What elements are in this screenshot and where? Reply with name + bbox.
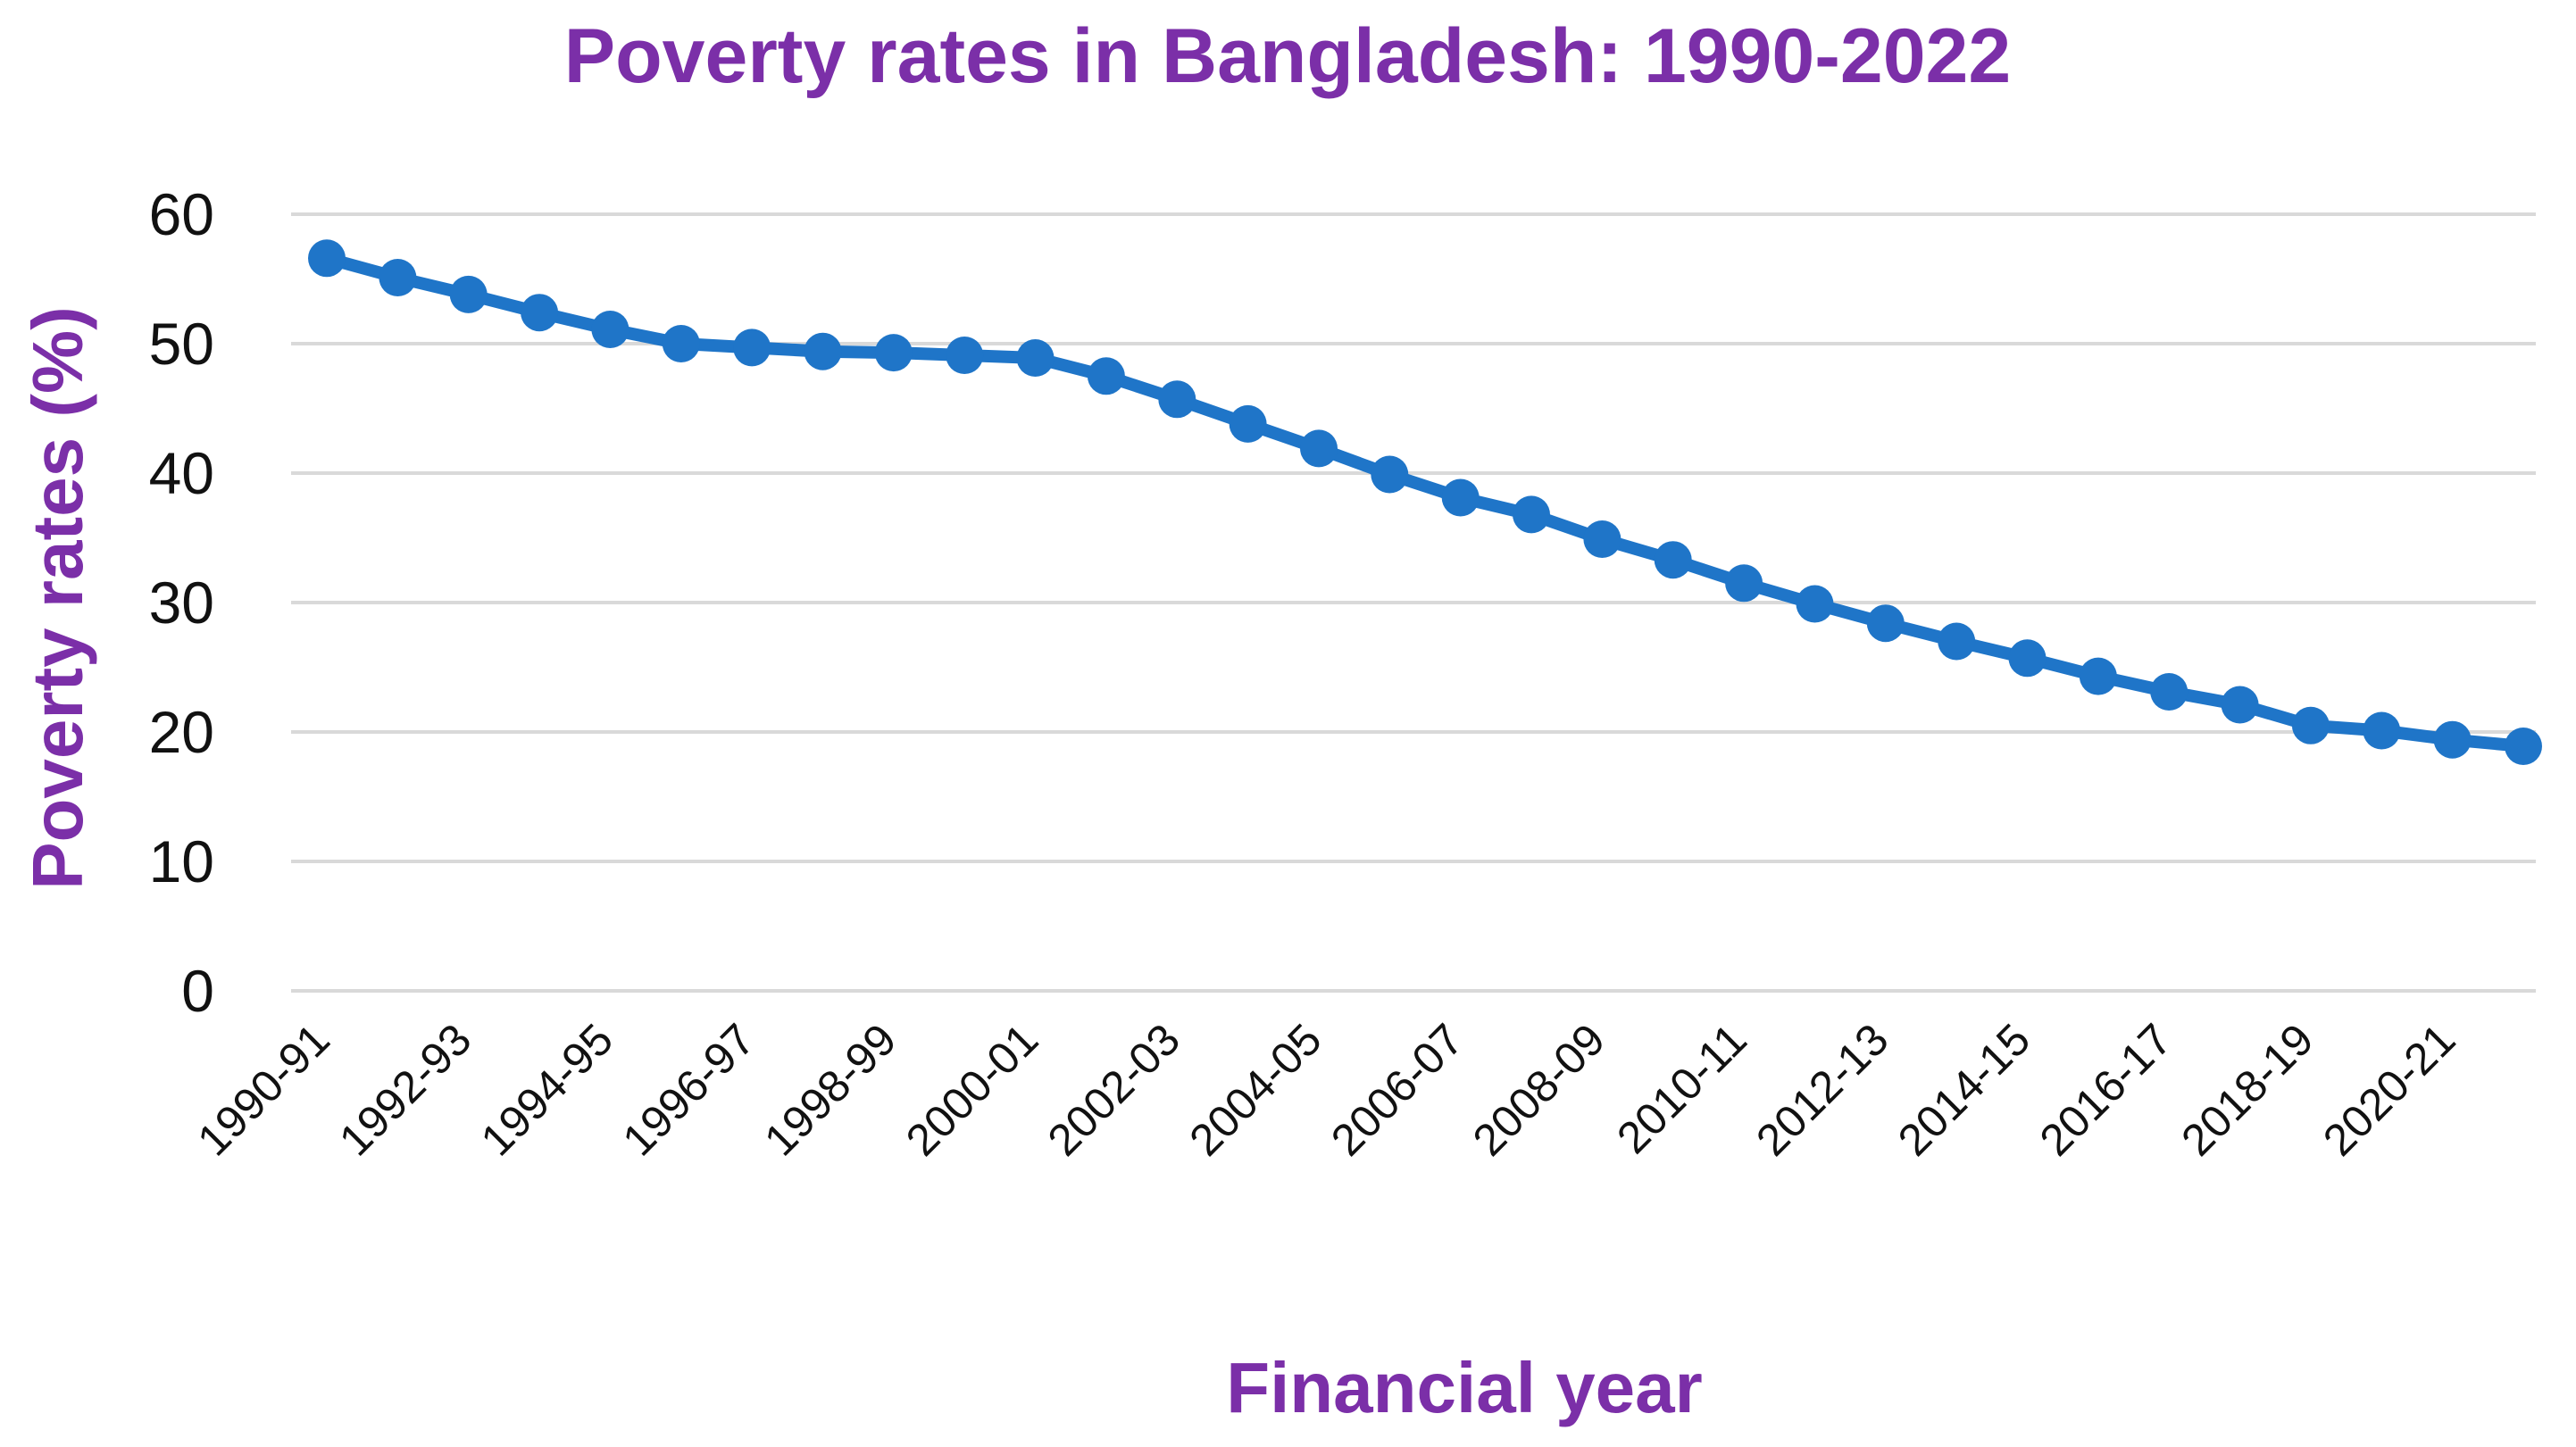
data-point-1998-99: [874, 334, 913, 372]
x-tick-label: 1998-99: [754, 1014, 905, 1165]
data-point-2011-12: [1796, 585, 1834, 623]
data-point-2007-08: [1513, 495, 1550, 534]
data-point-2009-10: [1654, 541, 1692, 579]
y-axis-title: Poverty rates (%): [18, 306, 97, 890]
data-point-1996-97: [733, 328, 771, 367]
data-point-2021-22: [2505, 728, 2542, 765]
x-tick-label: 2000-01: [896, 1014, 1047, 1165]
data-point-1997-98: [804, 332, 842, 370]
x-tick-label: 2012-13: [1747, 1014, 1897, 1165]
y-tick-label: 10: [149, 828, 214, 894]
x-tick-label: 1990-91: [188, 1014, 338, 1165]
data-point-1990-91: [308, 239, 346, 278]
x-tick-label: 1992-93: [329, 1014, 480, 1165]
data-point-1994-95: [591, 311, 629, 348]
x-tick-label: 2006-07: [1321, 1014, 1472, 1165]
x-tick-label: 2004-05: [1180, 1014, 1330, 1165]
y-tick-label: 30: [149, 570, 214, 636]
y-tick-label: 40: [149, 440, 214, 506]
data-point-2019-20: [2363, 711, 2401, 750]
data-point-2001-02: [1087, 357, 1125, 395]
data-point-1999-00: [946, 337, 984, 374]
y-tick-label: 50: [149, 311, 214, 377]
data-point-2002-03: [1158, 380, 1196, 419]
y-axis-tick-labels: 0 10 20 30 40 50 60: [149, 181, 214, 1024]
data-point-1992-93: [449, 275, 488, 313]
data-point-2012-13: [1866, 604, 1905, 643]
data-point-2005-06: [1371, 455, 1409, 494]
x-tick-label: 1996-97: [613, 1014, 764, 1165]
x-tick-label: 2020-21: [2313, 1014, 2464, 1165]
x-axis-title: Financial year: [1226, 1348, 1703, 1427]
data-point-2017-18: [2221, 686, 2259, 724]
series-poverty-rate: [308, 239, 2542, 765]
data-point-2015-16: [2079, 657, 2117, 695]
chart-title: Poverty rates in Bangladesh: 1990-2022: [564, 13, 2011, 99]
x-tick-label: 2002-03: [1038, 1014, 1189, 1165]
x-tick-label: 2014-15: [1888, 1014, 2039, 1165]
data-point-2010-11: [1725, 564, 1763, 603]
series-line: [321, 252, 2530, 753]
x-tick-label: 2018-19: [2172, 1014, 2322, 1165]
data-point-2003-04: [1229, 404, 1267, 443]
x-tick-label: 1994-95: [471, 1014, 622, 1165]
data-point-2020-21: [2433, 720, 2472, 759]
x-tick-label: 2016-17: [2030, 1014, 2181, 1165]
data-point-1993-94: [521, 294, 559, 332]
y-tick-label: 60: [149, 181, 214, 247]
data-point-2014-15: [2008, 639, 2047, 678]
data-point-2008-09: [1583, 520, 1621, 558]
data-point-1995-96: [662, 325, 700, 362]
x-tick-label: 2010-11: [1607, 1014, 1756, 1163]
data-point-2004-05: [1300, 429, 1338, 468]
data-point-2000-01: [1016, 339, 1055, 377]
y-tick-label: 0: [181, 958, 214, 1024]
x-tick-label: 2008-09: [1463, 1014, 1614, 1165]
data-point-2016-17: [2150, 673, 2188, 711]
data-point-2018-19: [2291, 706, 2330, 744]
data-point-1991-92: [379, 259, 417, 296]
data-point-2006-07: [1441, 478, 1480, 517]
x-axis-tick-labels: 1990-911992-931994-951996-971998-992000-…: [188, 1014, 2464, 1165]
data-point-2013-14: [1938, 622, 1976, 661]
y-tick-label: 20: [149, 699, 214, 765]
